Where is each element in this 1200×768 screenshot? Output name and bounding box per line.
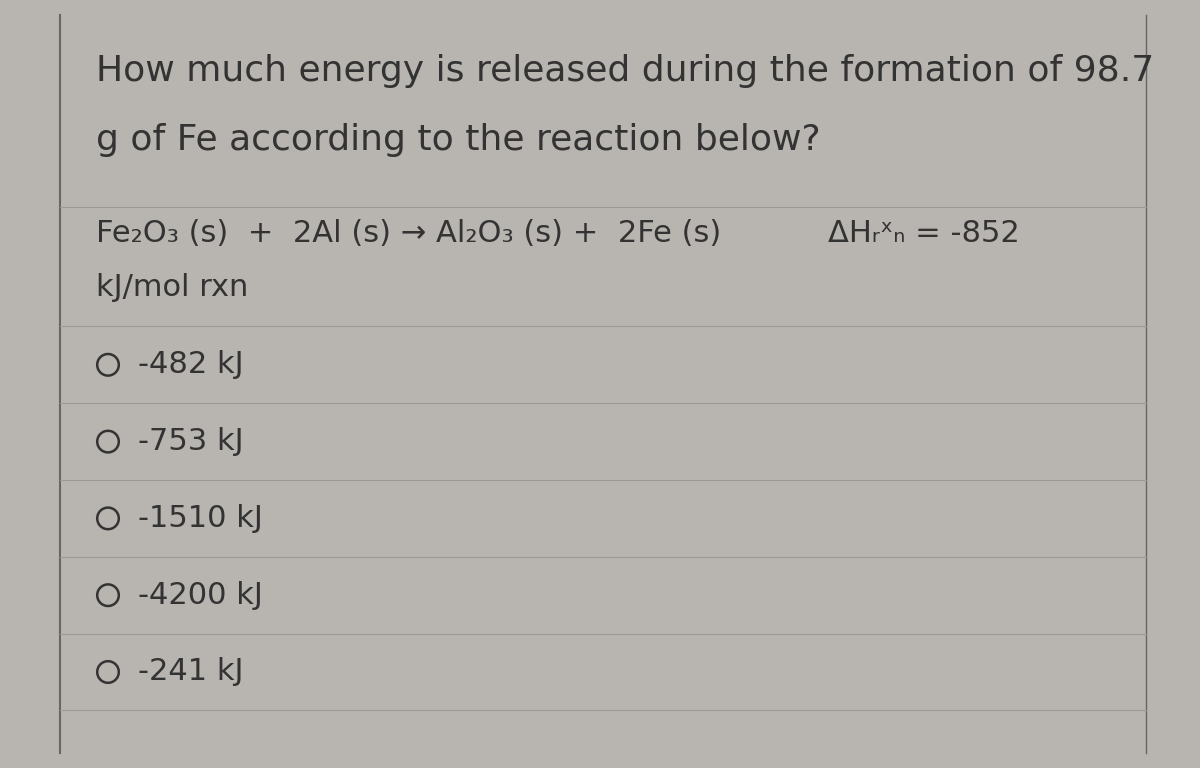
Text: -753 kJ: -753 kJ	[138, 427, 244, 456]
Text: -1510 kJ: -1510 kJ	[138, 504, 263, 533]
Text: How much energy is released during the formation of 98.7: How much energy is released during the f…	[96, 54, 1154, 88]
Text: -4200 kJ: -4200 kJ	[138, 581, 263, 610]
Text: kJ/mol rxn: kJ/mol rxn	[96, 273, 248, 302]
Text: g of Fe according to the reaction below?: g of Fe according to the reaction below?	[96, 123, 821, 157]
Text: -241 kJ: -241 kJ	[138, 657, 244, 687]
Text: ΔHᵣˣₙ = -852: ΔHᵣˣₙ = -852	[828, 219, 1020, 248]
Text: Fe₂O₃ (s)  +  2Al (s) → Al₂O₃ (s) +  2Fe (s): Fe₂O₃ (s) + 2Al (s) → Al₂O₃ (s) + 2Fe (s…	[96, 219, 721, 248]
Text: -482 kJ: -482 kJ	[138, 350, 244, 379]
